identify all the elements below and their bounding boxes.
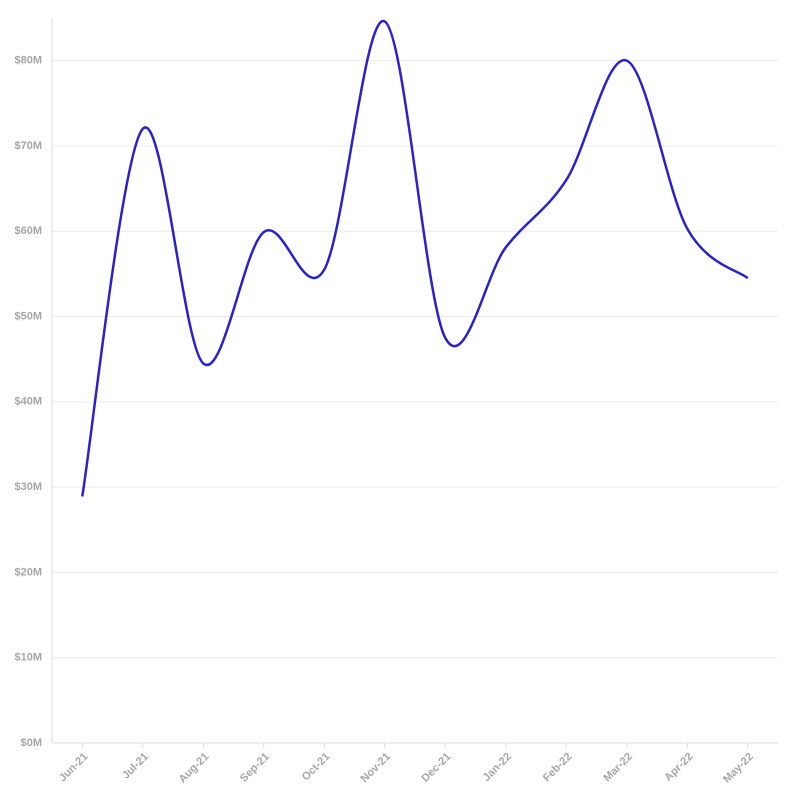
y-tick-label: $40M: [14, 396, 42, 408]
y-tick-label: $0M: [21, 737, 42, 749]
x-tick-label: Jun-21: [57, 751, 91, 785]
y-tick-label: $10M: [14, 652, 42, 664]
x-tick-label: Oct-21: [300, 751, 333, 784]
y-tick-label: $80M: [14, 55, 42, 67]
x-tick-label: Jan-22: [481, 751, 514, 784]
y-tick-label: $50M: [14, 310, 42, 322]
y-tick-label: $70M: [14, 140, 42, 152]
x-tick-label: Mar-22: [601, 751, 635, 785]
y-tick-label: $60M: [14, 225, 42, 237]
x-tick-label: Dec-21: [419, 751, 453, 785]
y-tick-label: $30M: [14, 481, 42, 493]
x-tick-label: Jul-21: [120, 751, 151, 782]
x-tick-label: Apr-22: [662, 751, 695, 784]
x-tick-label: May-22: [721, 751, 756, 786]
line: [81, 20, 749, 497]
x-tick-label: Feb-22: [541, 751, 575, 785]
x-tick-label: Sep-21: [238, 751, 272, 785]
y-tick-label: $20M: [14, 566, 42, 578]
x-tick-label: Nov-21: [358, 751, 392, 785]
x-tick-label: Aug-21: [177, 751, 212, 786]
